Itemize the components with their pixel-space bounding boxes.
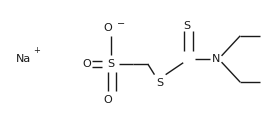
Text: O: O — [104, 95, 112, 105]
Text: N: N — [211, 54, 220, 64]
Text: −: − — [116, 19, 125, 29]
Text: S: S — [183, 21, 190, 31]
Text: O: O — [82, 59, 91, 69]
Text: O: O — [104, 23, 112, 33]
Text: S: S — [107, 59, 114, 69]
Text: Na: Na — [16, 54, 31, 64]
Text: S: S — [156, 78, 163, 88]
Text: +: + — [33, 46, 40, 55]
